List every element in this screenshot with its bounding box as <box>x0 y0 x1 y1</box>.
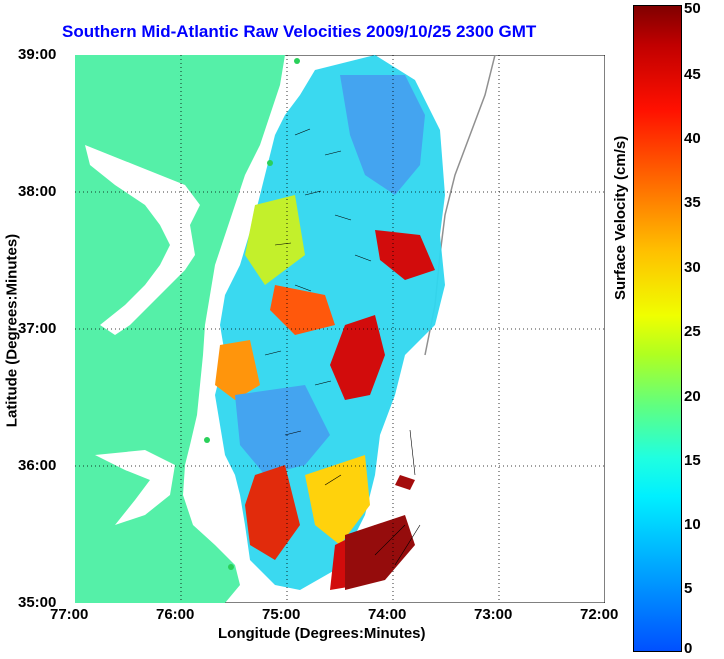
y-tick-label: 37:00 <box>18 320 57 337</box>
colorbar-tick: 0 <box>684 640 693 657</box>
x-tick-label: 72:00 <box>580 606 619 623</box>
y-tick-label: 36:00 <box>18 457 57 474</box>
bay <box>95 450 175 525</box>
station-marker <box>294 58 300 64</box>
y-tick-label: 35:00 <box>18 594 57 611</box>
colorbar <box>633 5 682 652</box>
velocity-arrows <box>264 128 421 566</box>
y-axis-label: Latitude (Degrees:Minutes) <box>3 233 21 428</box>
colorbar-label: Surface Velocity (cm/s) <box>612 135 629 300</box>
y-tick-label: 38:00 <box>18 183 57 200</box>
station-marker <box>204 437 210 443</box>
x-tick-label: 75:00 <box>262 606 301 623</box>
colorbar-tick: 50 <box>684 0 701 17</box>
gridlines <box>75 55 605 603</box>
station-marker <box>267 160 273 166</box>
x-tick-label: 74:00 <box>368 606 407 623</box>
colorbar-tick: 40 <box>684 130 701 147</box>
colorbar-tick: 20 <box>684 388 701 405</box>
x-tick-label: 73:00 <box>474 606 513 623</box>
colorbar-tick: 10 <box>684 516 701 533</box>
y-tick-label: 39:00 <box>18 46 57 63</box>
colorbar-tick: 35 <box>684 194 701 211</box>
bay <box>85 145 200 335</box>
colorbar-tick: 5 <box>684 580 693 597</box>
velocity-field <box>215 55 445 590</box>
colorbar-tick: 25 <box>684 323 701 340</box>
colorbar-tick: 30 <box>684 259 701 276</box>
x-axis-label: Longitude (Degrees:Minutes) <box>218 625 426 642</box>
velocity-map <box>75 55 605 603</box>
x-tick-label: 77:00 <box>50 606 89 623</box>
station-marker <box>228 564 234 570</box>
x-tick-label: 76:00 <box>156 606 195 623</box>
colorbar-tick: 15 <box>684 452 701 469</box>
colorbar-tick: 45 <box>684 66 701 83</box>
map-title: Southern Mid-Atlantic Raw Velocities 200… <box>62 22 537 41</box>
